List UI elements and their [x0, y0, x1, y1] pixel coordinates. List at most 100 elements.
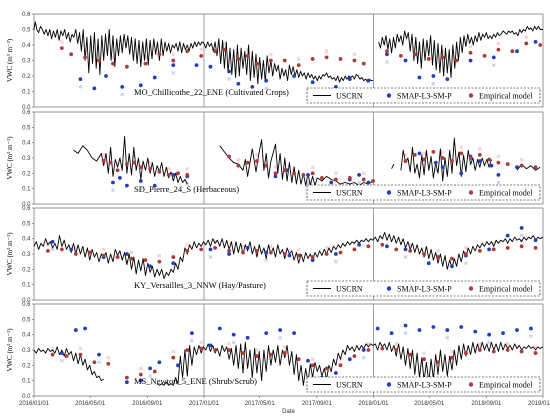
- legend-box: [306, 376, 541, 393]
- ghost-marker: [434, 168, 438, 172]
- y-tick-label: 0.0: [22, 105, 31, 111]
- smap-point: [385, 52, 389, 57]
- model-point: [524, 41, 529, 46]
- model-point: [245, 160, 250, 165]
- legend-uscrn-label: USCRN: [336, 381, 363, 390]
- smap-point: [487, 247, 492, 252]
- model-point: [152, 369, 157, 374]
- model-point: [143, 61, 148, 66]
- smap-point: [138, 179, 143, 183]
- ghost-marker: [273, 165, 278, 169]
- smap-point: [431, 74, 436, 78]
- smap-point: [73, 328, 78, 332]
- ghost-marker: [148, 374, 152, 378]
- model-point: [199, 346, 204, 351]
- model-point: [282, 58, 287, 63]
- ghost-marker: [129, 250, 134, 255]
- model-point: [450, 159, 454, 163]
- model-point: [487, 157, 492, 162]
- ghost-marker: [436, 249, 440, 253]
- ghost-marker: [422, 151, 426, 155]
- ghost-marker: [60, 40, 64, 44]
- model-point: [436, 255, 440, 259]
- model-point: [108, 160, 113, 165]
- ghost-marker: [255, 348, 259, 352]
- ghost-marker: [506, 342, 510, 346]
- model-point: [268, 250, 273, 255]
- model-point: [338, 57, 343, 61]
- smap-point: [176, 363, 180, 368]
- model-point: [124, 375, 129, 380]
- y-tick-label: 0.3: [22, 348, 31, 354]
- model-point: [59, 46, 64, 50]
- model-point: [157, 259, 162, 264]
- ghost-marker: [496, 180, 501, 185]
- x-tick-label: 2016/05/01: [75, 401, 106, 407]
- y-axis-title: VWC (m³ m⁻³): [6, 232, 14, 276]
- x-tick-label: 2017/05/01: [245, 401, 276, 407]
- y-axis-title: VWC (m³ m⁻³): [6, 38, 14, 82]
- ghost-marker: [227, 77, 231, 81]
- legend-smap-label: SMAP-L3-SM-P: [397, 92, 452, 101]
- model-point: [450, 355, 454, 360]
- ghost-marker: [227, 342, 231, 346]
- legend-uscrn-label: USCRN: [336, 92, 363, 101]
- model-point: [301, 172, 306, 177]
- smap-point: [292, 331, 296, 336]
- y-tick-label: 0.1: [22, 90, 31, 96]
- smap-point: [97, 352, 101, 357]
- y-tick-label: 0.3: [22, 252, 31, 258]
- model-point: [227, 154, 231, 159]
- model-point: [176, 171, 180, 176]
- y-tick-label: 0.5: [22, 28, 31, 34]
- model-point: [255, 61, 259, 66]
- y-tick-label: 0.0: [22, 394, 31, 400]
- model-point: [78, 352, 83, 357]
- ghost-marker: [125, 260, 129, 264]
- x-tick-label: 2018/09/01: [471, 401, 502, 407]
- ghost-marker: [403, 153, 408, 157]
- smap-point: [489, 163, 494, 168]
- model-point: [115, 255, 120, 259]
- y-tick-label: 0.6: [22, 12, 31, 18]
- ghost-marker: [255, 153, 259, 157]
- model-point: [440, 156, 445, 160]
- ghost-marker: [264, 258, 268, 262]
- model-point: [227, 249, 231, 253]
- ghost-marker: [431, 82, 435, 86]
- model-point: [519, 163, 524, 168]
- model-point: [366, 244, 371, 249]
- legend-box: [306, 87, 541, 104]
- model-point: [213, 245, 218, 250]
- x-tick-label: 2019/01/01: [528, 401, 550, 407]
- model-point: [92, 360, 97, 365]
- legend-smap-swatch: [386, 286, 392, 291]
- smap-point: [208, 343, 213, 348]
- ghost-marker: [139, 187, 143, 191]
- smap-point: [417, 151, 422, 156]
- ghost-marker: [334, 171, 338, 175]
- smap-point: [148, 264, 153, 269]
- model-point: [273, 171, 278, 176]
- model-point: [143, 258, 148, 263]
- model-point: [46, 249, 50, 253]
- smap-point: [501, 331, 505, 336]
- smap-point: [264, 331, 269, 336]
- model-point: [111, 61, 115, 66]
- smap-point: [389, 331, 394, 336]
- model-point: [213, 348, 218, 352]
- ghost-marker: [487, 340, 491, 344]
- y-axis-title: VWC (m³ m⁻³): [6, 328, 14, 372]
- panel-2: 0.0 0.1 0.2 0.3 0.4 0.5 0.6 VWC (m³ m⁻³) SD_Pier…: [6, 110, 544, 208]
- ghost-marker: [102, 247, 106, 251]
- y-tick-label: 0.2: [22, 267, 31, 273]
- smap-point: [426, 261, 431, 266]
- smap-point: [468, 58, 473, 63]
- legend-box: [306, 280, 541, 297]
- smap-point: [347, 77, 352, 81]
- model-point: [310, 255, 315, 259]
- smap-point: [190, 331, 194, 336]
- y-tick-label: 0.4: [22, 141, 31, 147]
- ghost-marker: [297, 57, 301, 61]
- y-tick-label: 0.4: [22, 237, 31, 243]
